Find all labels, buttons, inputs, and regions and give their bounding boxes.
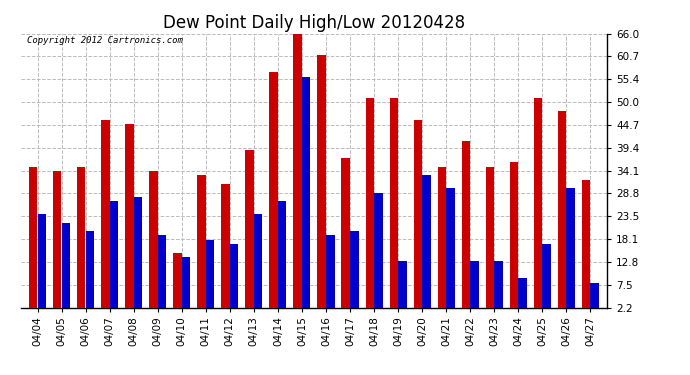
Bar [254,214,262,317]
Bar [326,236,335,317]
Bar [197,176,206,317]
Bar [446,188,455,317]
Bar [246,150,254,317]
Bar [437,167,446,317]
Bar [149,171,157,317]
Bar [558,111,566,317]
Bar [317,55,326,317]
Bar [110,201,118,317]
Bar [134,197,142,317]
Bar [206,240,215,317]
Bar [534,98,542,317]
Bar [471,261,479,317]
Bar [494,261,503,317]
Bar [182,257,190,317]
Bar [158,236,166,317]
Bar [542,244,551,317]
Bar [413,120,422,317]
Bar [582,180,590,317]
Bar [38,214,46,317]
Bar [61,222,70,317]
Bar [398,261,406,317]
Bar [350,231,359,317]
Bar [366,98,374,317]
Bar [269,72,278,317]
Bar [221,184,230,317]
Bar [293,34,302,317]
Bar [591,283,599,317]
Bar [390,98,398,317]
Bar [486,167,494,317]
Bar [53,171,61,317]
Bar [510,162,518,317]
Bar [518,278,526,317]
Bar [302,76,311,317]
Bar [342,158,350,317]
Bar [278,201,286,317]
Bar [86,231,94,317]
Bar [230,244,238,317]
Bar [374,192,382,317]
Title: Dew Point Daily High/Low 20120428: Dew Point Daily High/Low 20120428 [163,14,465,32]
Bar [125,124,134,317]
Bar [462,141,470,317]
Bar [77,167,86,317]
Bar [101,120,110,317]
Bar [173,253,181,317]
Text: Copyright 2012 Cartronics.com: Copyright 2012 Cartronics.com [26,36,182,45]
Bar [422,176,431,317]
Bar [566,188,575,317]
Bar [29,167,37,317]
